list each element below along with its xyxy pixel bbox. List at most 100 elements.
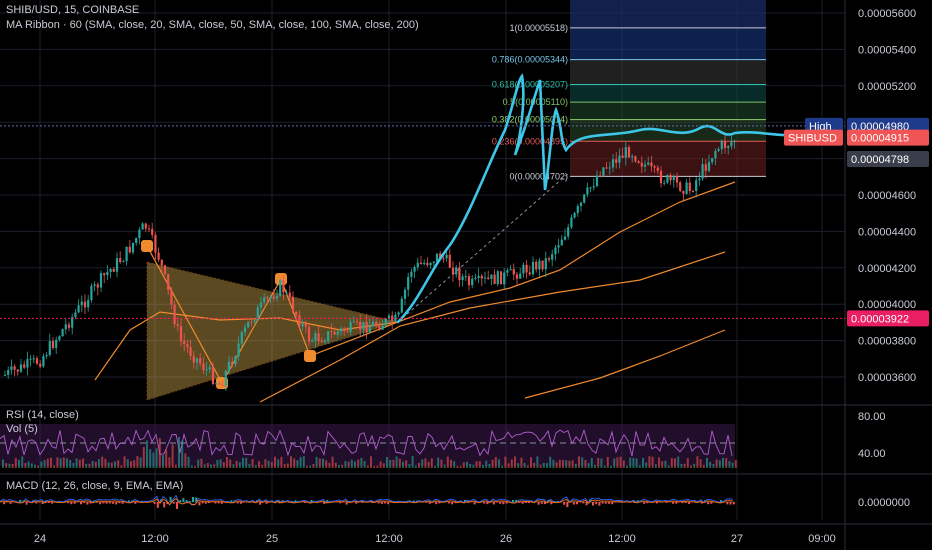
- candle-body[interactable]: [58, 336, 61, 340]
- candle-body[interactable]: [55, 339, 58, 349]
- candle-body[interactable]: [723, 141, 727, 148]
- candle-body[interactable]: [637, 161, 640, 163]
- candle-body[interactable]: [496, 271, 499, 285]
- candle-body[interactable]: [336, 331, 339, 335]
- candle-body[interactable]: [269, 296, 272, 299]
- candle-body[interactable]: [71, 317, 74, 328]
- candle-body[interactable]: [570, 217, 573, 228]
- candle-body[interactable]: [115, 258, 119, 272]
- candle-body[interactable]: [487, 277, 490, 279]
- candle-body[interactable]: [701, 164, 704, 179]
- candle-body[interactable]: [503, 272, 506, 285]
- candle-body[interactable]: [93, 284, 96, 286]
- candle-body[interactable]: [455, 267, 458, 275]
- candle-body[interactable]: [266, 297, 269, 299]
- volume-legend[interactable]: Vol (5): [6, 423, 38, 435]
- candle-body[interactable]: [83, 301, 87, 308]
- candle-body[interactable]: [403, 289, 407, 299]
- candle-body[interactable]: [90, 285, 93, 301]
- candle-body[interactable]: [327, 331, 330, 342]
- candle-body[interactable]: [122, 261, 125, 263]
- candle-body[interactable]: [506, 270, 509, 273]
- candle-body[interactable]: [679, 182, 682, 192]
- candle-body[interactable]: [259, 302, 263, 308]
- macd-legend[interactable]: MACD (12, 26, close, 9, EMA, EMA): [6, 480, 184, 492]
- candle-body[interactable]: [663, 182, 666, 184]
- candle-body[interactable]: [349, 321, 352, 332]
- candle-body[interactable]: [567, 227, 570, 237]
- candle-body[interactable]: [493, 274, 496, 285]
- candle-body[interactable]: [375, 322, 378, 326]
- candle-body[interactable]: [179, 325, 183, 342]
- candle-body[interactable]: [295, 311, 298, 316]
- candle-body[interactable]: [253, 320, 256, 322]
- candle-body[interactable]: [186, 344, 189, 348]
- candle-body[interactable]: [119, 258, 122, 263]
- candle-body[interactable]: [26, 359, 29, 368]
- candle-body[interactable]: [419, 262, 423, 264]
- candle-body[interactable]: [211, 367, 215, 384]
- candle-body[interactable]: [643, 164, 647, 167]
- candle-body[interactable]: [51, 341, 55, 349]
- candle-body[interactable]: [711, 158, 714, 163]
- candle-body[interactable]: [64, 324, 67, 330]
- candle-body[interactable]: [653, 166, 656, 168]
- candle-body[interactable]: [176, 324, 179, 326]
- candle-body[interactable]: [435, 253, 439, 262]
- candle-body[interactable]: [106, 271, 109, 276]
- candle-body[interactable]: [483, 277, 487, 279]
- candle-body[interactable]: [426, 262, 429, 266]
- candle-body[interactable]: [19, 364, 23, 372]
- projection-drawing[interactable]: [396, 73, 802, 324]
- candle-body[interactable]: [611, 159, 615, 168]
- candle-body[interactable]: [682, 191, 685, 194]
- candle-body[interactable]: [592, 186, 595, 188]
- price-tag[interactable]: [847, 310, 929, 327]
- candle-body[interactable]: [343, 328, 346, 332]
- candle-body[interactable]: [48, 341, 51, 356]
- candle-body[interactable]: [35, 358, 39, 364]
- candle-body[interactable]: [304, 323, 307, 327]
- candle-body[interactable]: [477, 275, 480, 278]
- candle-body[interactable]: [688, 182, 691, 192]
- candle-body[interactable]: [215, 383, 218, 385]
- candle-body[interactable]: [499, 271, 503, 285]
- candle-body[interactable]: [368, 326, 371, 333]
- candle-body[interactable]: [560, 239, 563, 246]
- candle-body[interactable]: [528, 272, 531, 275]
- candle-body[interactable]: [32, 358, 35, 360]
- candle-body[interactable]: [144, 223, 147, 229]
- candle-body[interactable]: [42, 356, 45, 367]
- candle-body[interactable]: [554, 247, 557, 255]
- symbol-legend[interactable]: SHIB/USD, 15, COINBASE: [6, 4, 140, 16]
- candle-body[interactable]: [490, 274, 493, 279]
- candle-body[interactable]: [717, 149, 720, 151]
- candle-body[interactable]: [650, 162, 653, 167]
- rsi-legend[interactable]: RSI (14, close): [6, 409, 79, 421]
- candle-body[interactable]: [135, 238, 138, 243]
- candle-body[interactable]: [519, 273, 522, 279]
- candle-body[interactable]: [352, 321, 355, 323]
- candle-body[interactable]: [16, 369, 19, 372]
- candle-body[interactable]: [631, 156, 634, 158]
- candle-body[interactable]: [467, 276, 471, 286]
- candle-body[interactable]: [474, 277, 477, 279]
- candle-body[interactable]: [218, 383, 221, 385]
- candle-body[interactable]: [647, 162, 650, 165]
- candle-body[interactable]: [96, 284, 99, 288]
- candle-body[interactable]: [365, 321, 368, 333]
- candle-body[interactable]: [131, 242, 135, 253]
- candle-body[interactable]: [448, 254, 451, 268]
- candle-body[interactable]: [237, 343, 240, 357]
- candle-body[interactable]: [247, 321, 250, 328]
- candle-body[interactable]: [138, 229, 141, 239]
- candle-body[interactable]: [515, 274, 519, 279]
- candle-body[interactable]: [464, 276, 467, 278]
- price-tag-symbol[interactable]: [784, 129, 843, 146]
- candle-body[interactable]: [595, 175, 599, 187]
- candle-body[interactable]: [531, 261, 535, 275]
- candle-body[interactable]: [429, 262, 432, 266]
- candle-body[interactable]: [147, 228, 151, 230]
- candle-body[interactable]: [666, 175, 669, 183]
